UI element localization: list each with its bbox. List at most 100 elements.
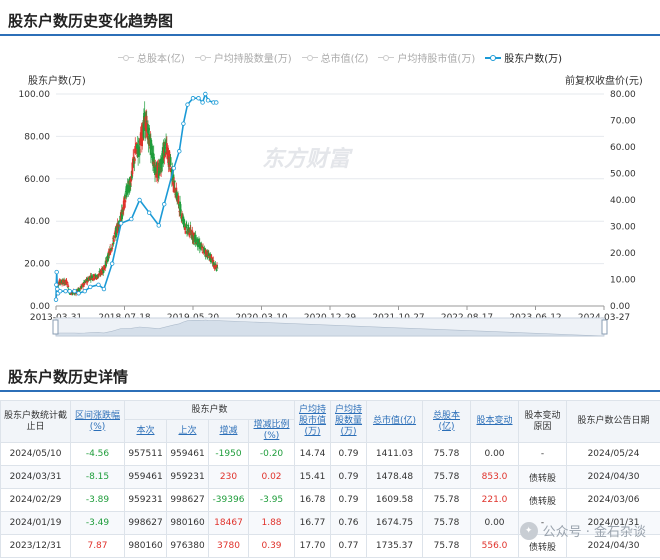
price-candle bbox=[96, 275, 98, 276]
price-candle bbox=[178, 211, 181, 213]
header-avg-shares[interactable]: 户均持股数量(万) bbox=[330, 400, 368, 443]
holders-data-point bbox=[54, 269, 59, 275]
holders-data-point bbox=[190, 96, 196, 101]
price-candle bbox=[136, 144, 139, 150]
price-candle bbox=[71, 292, 74, 294]
holders-data-point bbox=[88, 284, 93, 290]
price-candle bbox=[177, 204, 180, 206]
price-candle bbox=[203, 248, 206, 254]
cell-range-change: -8.15 bbox=[70, 465, 125, 489]
price-candle bbox=[86, 280, 89, 283]
legend-item-3[interactable]: 户均持股市值(万) bbox=[378, 50, 475, 65]
price-candle bbox=[66, 284, 68, 286]
table-section-title: 股东户数历史详情 bbox=[8, 368, 129, 386]
price-candle bbox=[95, 276, 98, 278]
holders-data-point bbox=[96, 282, 101, 287]
holders-data-point bbox=[200, 100, 205, 105]
right-axis-tick-label: 70.00 bbox=[610, 117, 636, 127]
legend-marker-icon bbox=[301, 54, 318, 62]
cell-avg-value: 15.41 bbox=[294, 465, 332, 489]
legend-item-2[interactable]: 总市值(亿) bbox=[301, 50, 368, 65]
price-candle bbox=[102, 272, 105, 274]
price-candle bbox=[173, 181, 176, 193]
cell-avg-value: 14.74 bbox=[294, 442, 332, 466]
cell-share-change: 0.00 bbox=[470, 442, 520, 466]
cell-total-shares: 75.78 bbox=[422, 511, 472, 535]
price-candle bbox=[163, 144, 166, 156]
left-axis-tick-label: 20.00 bbox=[24, 260, 50, 270]
cell-previous: 976380 bbox=[166, 534, 209, 558]
price-candle bbox=[153, 162, 156, 165]
price-candle bbox=[70, 291, 73, 295]
price-candle bbox=[82, 281, 85, 284]
wechat-icon: ✦ bbox=[519, 521, 538, 540]
cell-total-shares: 75.78 bbox=[422, 488, 472, 512]
price-candle bbox=[80, 286, 83, 289]
header-holders-group: 股东户数 bbox=[123, 400, 296, 420]
price-candle bbox=[112, 239, 115, 242]
range-slider-preview bbox=[55, 319, 605, 337]
price-candle bbox=[121, 215, 124, 219]
price-candle bbox=[92, 274, 95, 277]
price-candle bbox=[201, 246, 204, 248]
cell-change: 230 bbox=[208, 465, 249, 489]
header-current[interactable]: 本次 bbox=[124, 419, 167, 443]
header-change-ratio[interactable]: 增减比例(%) bbox=[247, 419, 296, 443]
price-candle bbox=[141, 124, 144, 141]
price-candle bbox=[189, 229, 192, 231]
right-axis-title: 前复权收盘价(元) bbox=[565, 76, 643, 87]
range-slider-left-handle[interactable] bbox=[52, 319, 59, 335]
price-candle bbox=[166, 143, 168, 151]
price-candle bbox=[131, 162, 134, 175]
price-candle bbox=[83, 283, 86, 285]
price-candle bbox=[179, 209, 182, 212]
price-candle bbox=[131, 163, 134, 169]
price-candle bbox=[90, 274, 93, 276]
price-candle bbox=[152, 153, 155, 167]
price-candle bbox=[66, 287, 69, 289]
cell-current: 959461 bbox=[124, 465, 167, 489]
header-total-shares[interactable]: 总股本(亿) bbox=[422, 400, 472, 443]
price-candle bbox=[175, 192, 178, 199]
cell-avg-shares: 0.76 bbox=[330, 511, 368, 535]
range-slider-right-handle[interactable] bbox=[601, 319, 608, 335]
price-candle bbox=[212, 261, 215, 266]
holders-data-point bbox=[205, 98, 211, 103]
left-axis-tick-label: 60.00 bbox=[24, 175, 50, 185]
cell-change: 18467 bbox=[208, 511, 249, 535]
header-market-cap[interactable]: 总市值(亿) bbox=[366, 400, 424, 443]
header-change-reason: 股本变动原因 bbox=[518, 400, 568, 443]
right-axis-tick-label: 30.00 bbox=[610, 223, 636, 233]
price-candle bbox=[181, 213, 184, 218]
price-candle bbox=[183, 224, 186, 226]
header-announce-date: 股东户数公告日期 bbox=[566, 400, 660, 443]
price-candle bbox=[94, 274, 96, 278]
price-candle bbox=[126, 187, 129, 194]
header-avg-value[interactable]: 户均持股市值(万) bbox=[294, 400, 332, 443]
price-candle bbox=[115, 225, 118, 227]
header-previous[interactable]: 上次 bbox=[166, 419, 209, 443]
price-candle bbox=[130, 176, 133, 182]
cell-date: 2023/12/31 bbox=[0, 534, 71, 558]
legend-item-0[interactable]: 总股本(亿) bbox=[118, 50, 185, 65]
header-change[interactable]: 增减 bbox=[208, 419, 249, 443]
cell-previous: 980160 bbox=[166, 511, 209, 535]
cell-range-change: 7.87 bbox=[70, 534, 125, 558]
cell-total-shares: 75.78 bbox=[422, 465, 472, 489]
price-candle bbox=[172, 174, 175, 179]
header-share-change[interactable]: 股本变动 bbox=[470, 400, 520, 443]
price-candle bbox=[214, 263, 217, 266]
header-range-change[interactable]: 区间涨跌幅(%) bbox=[70, 400, 125, 443]
chart-legend: 总股本(亿) 户均持股数量(万) 总市值(亿) 户均持股市值(万) 股东户数(万) bbox=[118, 50, 562, 65]
price-candle bbox=[84, 282, 87, 284]
cell-avg-shares: 0.79 bbox=[330, 465, 368, 489]
left-axis-title: 股东户数(万) bbox=[28, 76, 86, 87]
price-candle bbox=[67, 285, 70, 287]
cell-avg-value: 17.70 bbox=[294, 534, 332, 558]
legend-item-1[interactable]: 户均持股数量(万) bbox=[194, 50, 292, 65]
legend-label: 总股本(亿) bbox=[137, 54, 185, 65]
price-candle bbox=[112, 237, 114, 239]
price-candle bbox=[208, 259, 211, 261]
legend-item-4[interactable]: 股东户数(万) bbox=[485, 50, 562, 65]
price-candle bbox=[57, 285, 60, 287]
